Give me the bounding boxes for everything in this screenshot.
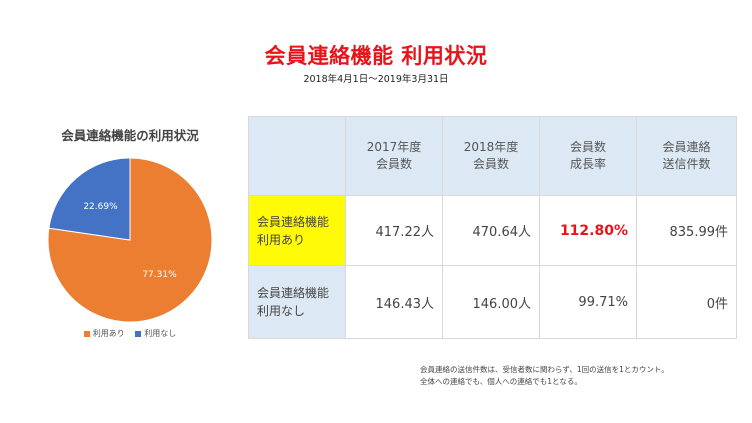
chart-legend: 利用あり 利用なし: [30, 328, 230, 339]
usage-table: 2017年度 会員数 2018年度 会員数 会員数 成長率 会員連絡 送信件数 …: [248, 116, 737, 339]
row-label-unused: 会員連絡機能 利用なし: [248, 265, 346, 339]
header-line: 送信件数: [662, 157, 711, 171]
cell-members-2017: 146.43人: [345, 265, 443, 339]
footnote-line: 全体への連絡でも、個人への連絡でも1となる。: [420, 377, 582, 386]
cell-messages: 0件: [636, 265, 737, 339]
cell-growth: 112.80%: [539, 195, 637, 266]
pie-label-used: 77.31%: [142, 270, 177, 280]
pie-chart: 77.31% 22.69%: [47, 157, 213, 323]
legend-item-unused: 利用なし: [135, 328, 176, 339]
header-line: 会員数: [472, 157, 509, 171]
header-line: 会員数: [375, 157, 412, 171]
legend-label-unused: 利用なし: [144, 329, 177, 338]
cell-members-2017: 417.22人: [345, 195, 443, 266]
table-header-row: 2017年度 会員数 2018年度 会員数 会員数 成長率 会員連絡 送信件数: [248, 116, 737, 196]
legend-item-used: 利用あり: [83, 328, 125, 339]
row-label-used: 会員連絡機能 利用あり: [248, 195, 346, 266]
table-header-members-2018: 2018年度 会員数: [442, 116, 540, 196]
table-header-growth: 会員数 成長率: [539, 116, 637, 196]
table-header-members-2017: 2017年度 会員数: [345, 116, 443, 196]
chart-title: 会員連絡機能の利用状況: [61, 128, 199, 143]
row-label-line: 利用あり: [257, 232, 306, 247]
table-row: 会員連絡機能 利用あり 417.22人 470.64人 112.80% 835.…: [248, 195, 737, 266]
cell-growth: 99.71%: [539, 265, 637, 339]
header-line: 成長率: [569, 157, 606, 171]
legend-label-used: 利用あり: [92, 329, 125, 338]
table-header-messages: 会員連絡 送信件数: [636, 116, 737, 196]
legend-swatch-unused: [135, 330, 142, 337]
cell-messages: 835.99件: [636, 195, 737, 266]
row-label-line: 会員連絡機能: [257, 214, 330, 229]
pie-label-unused: 22.69%: [83, 202, 118, 212]
cell-members-2018: 470.64人: [442, 195, 540, 266]
row-label-line: 利用なし: [257, 304, 306, 318]
pie-slice-unused: [48, 157, 131, 241]
legend-swatch-used: [83, 330, 90, 337]
table-row: 会員連絡機能 利用なし 146.43人 146.00人 99.71% 0件: [248, 265, 737, 339]
header-line: 2017年度: [366, 140, 422, 154]
row-label-line: 会員連絡機能: [257, 286, 330, 300]
footnote-line: 会員連絡の送信件数は、受信者数に関わらず、1回の送信を1とカウント。: [420, 365, 669, 374]
table-header-empty: [248, 116, 346, 196]
cell-members-2018: 146.00人: [442, 265, 540, 339]
date-range: 2018年4月1日〜2019年3月31日: [303, 74, 449, 85]
header-line: 2018年度: [463, 140, 519, 154]
header-line: 会員数: [569, 140, 606, 154]
footnote: 会員連絡の送信件数は、受信者数に関わらず、1回の送信を1とカウント。 全体への連…: [420, 364, 740, 388]
header-line: 会員連絡: [662, 140, 711, 154]
page-title: 会員連絡機能 利用状況: [264, 44, 488, 68]
